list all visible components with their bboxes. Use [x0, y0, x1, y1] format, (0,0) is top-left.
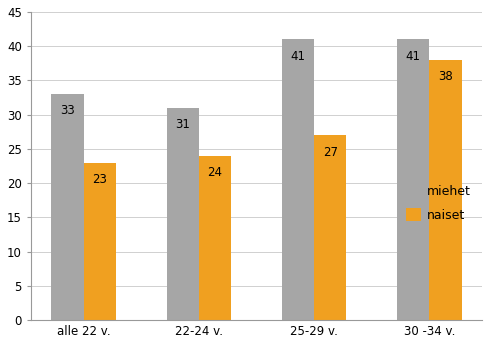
Text: 41: 41	[290, 50, 305, 63]
Bar	[428, 60, 461, 320]
Bar	[83, 162, 116, 320]
Bar	[166, 108, 199, 320]
Text: 31: 31	[175, 118, 190, 131]
Text: 24: 24	[207, 166, 222, 179]
Text: 27: 27	[322, 146, 337, 158]
Text: 23: 23	[92, 173, 107, 186]
Bar	[281, 39, 313, 320]
Legend: miehet, naiset: miehet, naiset	[400, 179, 475, 227]
Text: 33: 33	[60, 105, 75, 117]
Bar	[396, 39, 428, 320]
Bar	[51, 94, 83, 320]
Text: 41: 41	[405, 50, 420, 63]
Text: 38: 38	[437, 70, 452, 83]
Bar	[313, 135, 346, 320]
Bar	[199, 156, 231, 320]
